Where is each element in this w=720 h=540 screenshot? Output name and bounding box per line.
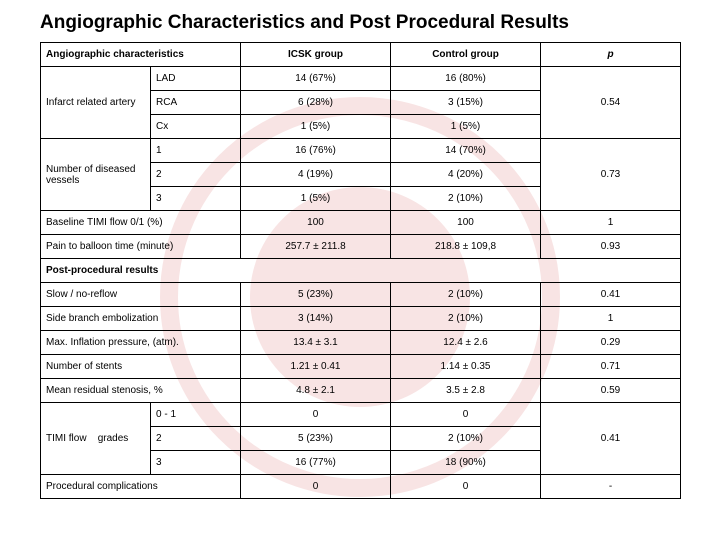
cell-name: 0 - 1 [151,403,241,427]
cell-icsk: 0 [241,475,391,499]
cell-icsk: 3 (14%) [241,307,391,331]
row-label: Max. Inflation pressure, (atm). [41,331,241,355]
cell-icsk: 1.21 ± 0.41 [241,355,391,379]
cell-ctrl: 3.5 ± 2.8 [391,379,541,403]
cell-p: 1 [541,307,681,331]
cell-icsk: 16 (77%) [241,451,391,475]
cell-p: 0.54 [541,67,681,139]
cell-ctrl: 2 (10%) [391,283,541,307]
header-icsk: ICSK group [241,43,391,67]
cell-name: Cx [151,115,241,139]
cell-ctrl: 2 (10%) [391,187,541,211]
row-label: Number of stents [41,355,241,379]
table-row: TIMI flow grades 0 - 1 0 0 0.41 [41,403,681,427]
cell-name: 2 [151,427,241,451]
table-row: Number of stents 1.21 ± 0.41 1.14 ± 0.35… [41,355,681,379]
cell-icsk: 1 (5%) [241,187,391,211]
table-row: Slow / no-reflow 5 (23%) 2 (10%) 0.41 [41,283,681,307]
cell-p: - [541,475,681,499]
section-header: Post-procedural results [41,259,681,283]
header-p: p [541,43,681,67]
row-label: Mean residual stenosis, % [41,379,241,403]
header-row: Angiographic characteristics ICSK group … [41,43,681,67]
table-row: Side branch embolization 3 (14%) 2 (10%)… [41,307,681,331]
cell-ctrl: 16 (80%) [391,67,541,91]
group-label-timi-flow: TIMI flow grades [41,403,151,475]
cell-icsk: 4 (19%) [241,163,391,187]
cell-icsk: 0 [241,403,391,427]
row-label: Procedural complications [41,475,241,499]
header-characteristics: Angiographic characteristics [41,43,241,67]
table-row: Max. Inflation pressure, (atm). 13.4 ± 3… [41,331,681,355]
row-label: Baseline TIMI flow 0/1 (%) [41,211,241,235]
cell-ctrl: 100 [391,211,541,235]
table-row: Infarct related artery LAD 14 (67%) 16 (… [41,67,681,91]
cell-icsk: 257.7 ± 211.8 [241,235,391,259]
results-table: Angiographic characteristics ICSK group … [40,42,681,499]
cell-ctrl: 0 [391,403,541,427]
cell-p: 0.29 [541,331,681,355]
cell-icsk: 5 (23%) [241,283,391,307]
row-label: Slow / no-reflow [41,283,241,307]
cell-ctrl: 14 (70%) [391,139,541,163]
cell-p: 0.73 [541,139,681,211]
cell-p: 0.59 [541,379,681,403]
group-label-infarct-artery: Infarct related artery [41,67,151,139]
group-label-diseased-vessels: Number of diseased vessels [41,139,151,211]
section-header-row: Post-procedural results [41,259,681,283]
cell-p: 0.41 [541,283,681,307]
cell-ctrl: 2 (10%) [391,307,541,331]
cell-name: RCA [151,91,241,115]
cell-icsk: 13.4 ± 3.1 [241,331,391,355]
header-control: Control group [391,43,541,67]
cell-icsk: 6 (28%) [241,91,391,115]
cell-ctrl: 3 (15%) [391,91,541,115]
table-row: Pain to balloon time (minute) 257.7 ± 21… [41,235,681,259]
cell-name: 1 [151,139,241,163]
cell-ctrl: 12.4 ± 2.6 [391,331,541,355]
table-row: Baseline TIMI flow 0/1 (%) 100 100 1 [41,211,681,235]
cell-icsk: 14 (67%) [241,67,391,91]
cell-p: 0.93 [541,235,681,259]
cell-icsk: 4.8 ± 2.1 [241,379,391,403]
cell-ctrl: 2 (10%) [391,427,541,451]
cell-icsk: 1 (5%) [241,115,391,139]
cell-ctrl: 4 (20%) [391,163,541,187]
page-title: Angiographic Characteristics and Post Pr… [40,12,690,34]
timi-label-1: TIMI flow [46,433,87,444]
cell-name: 3 [151,187,241,211]
cell-icsk: 5 (23%) [241,427,391,451]
table-row: Number of diseased vessels 1 16 (76%) 14… [41,139,681,163]
cell-p: 0.41 [541,403,681,475]
cell-ctrl: 18 (90%) [391,451,541,475]
cell-ctrl: 0 [391,475,541,499]
cell-p: 1 [541,211,681,235]
cell-ctrl: 1.14 ± 0.35 [391,355,541,379]
table-row: Procedural complications 0 0 - [41,475,681,499]
cell-icsk: 16 (76%) [241,139,391,163]
timi-label-2: grades [98,433,129,444]
cell-p: 0.71 [541,355,681,379]
row-label: Side branch embolization [41,307,241,331]
cell-icsk: 100 [241,211,391,235]
cell-name: 2 [151,163,241,187]
cell-ctrl: 218.8 ± 109,8 [391,235,541,259]
cell-name: LAD [151,67,241,91]
cell-ctrl: 1 (5%) [391,115,541,139]
table-row: Mean residual stenosis, % 4.8 ± 2.1 3.5 … [41,379,681,403]
cell-name: 3 [151,451,241,475]
row-label: Pain to balloon time (minute) [41,235,241,259]
